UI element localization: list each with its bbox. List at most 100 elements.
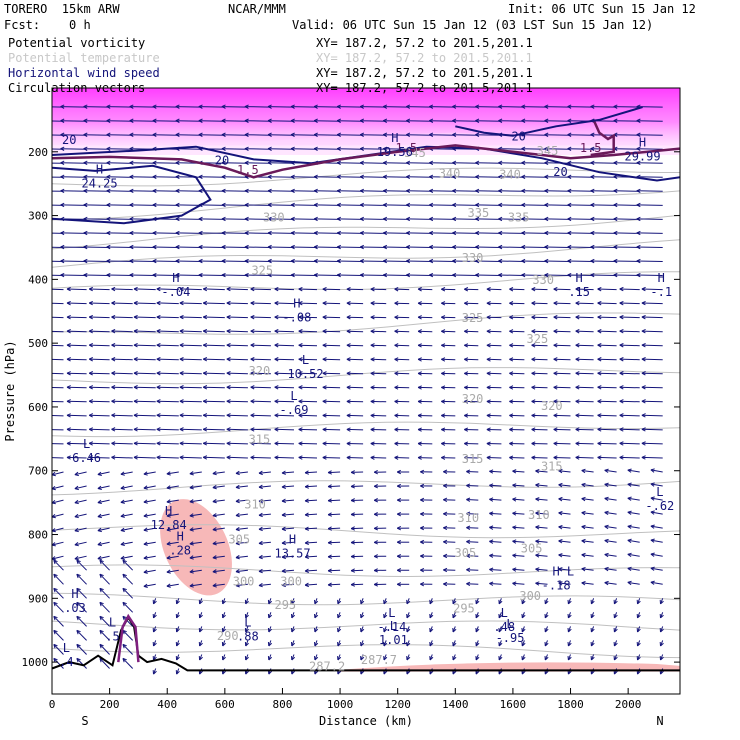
circulation-vector [298,358,318,361]
theta-label: 315 [249,432,271,446]
vector-arrowhead [152,613,157,619]
vector-arrowhead [38,133,42,137]
circulation-vector [581,470,594,473]
vector-arrowhead [636,258,641,264]
circulation-vector [133,414,156,417]
vector-arrowhead [244,244,249,250]
circulation-vector [314,148,341,150]
circulation-vector [521,190,548,192]
vector-arrowhead [406,258,411,264]
circulation-vector [489,484,502,487]
vector-arrowhead [133,357,138,362]
circulation-vector [250,358,271,361]
circulation-vector [175,204,202,206]
vector-arrowhead [350,582,355,587]
vector-arrowhead [221,174,226,180]
vector-arrowhead [129,272,134,278]
vector-arrowhead [66,413,71,418]
circulation-vector [553,330,571,333]
vector-arrowhead [336,174,342,180]
vector-arrowhead [202,385,208,390]
vector-arrowhead [590,188,595,194]
vector-arrowhead [244,146,249,151]
vector-arrowhead [581,567,586,572]
extremum-marker: L [388,606,395,620]
vector-arrowhead [129,132,134,137]
circulation-vector [111,414,133,417]
vector-arrowhead [235,498,240,504]
vector-arrowhead [226,413,231,418]
circulation-vector [298,330,318,333]
circulation-vector [60,204,87,206]
vector-arrowhead [198,244,203,250]
vector-arrowhead [83,230,88,236]
circulation-vector [52,148,64,150]
extremum-value: -.1 [650,285,672,299]
circulation-vector [74,555,87,560]
circulation-vector [486,372,502,375]
legend-circulation-vectors-xy: XY= 187.2, 57.2 to 201.5,201.1 [316,81,533,95]
vector-arrowhead [45,330,49,334]
vector-arrowhead [535,497,540,502]
circulation-vector [89,400,110,403]
isentrope [52,214,680,250]
circulation-vector [244,106,271,108]
vector-arrowhead [74,471,79,477]
circulation-vector [498,232,525,234]
circulation-vector [99,615,110,627]
circulation-vector [509,414,525,417]
vector-arrowhead [60,188,65,194]
circulation-vector [198,190,225,192]
vector-arrowhead [636,160,641,166]
vector-arrowhead [179,427,184,432]
vector-arrowhead [382,104,388,109]
vector-arrowhead [443,553,448,559]
vector-arrowhead [244,104,249,109]
vector-arrowhead [475,160,480,166]
vector-arrowhead [244,216,249,222]
pv-contour-1p5 [52,144,680,179]
vector-arrowhead [129,160,134,166]
vector-arrowhead [406,613,411,619]
vector-arrowhead [133,413,138,418]
circulation-vector [133,358,156,361]
circulation-vector [322,372,341,375]
circulation-vector [111,330,133,333]
circulation-vector [106,106,133,108]
circulation-vector [406,134,433,136]
vector-arrowhead [429,627,434,633]
vector-arrowhead [304,568,309,573]
legend-circulation-vectors: Circulation vectors [8,81,146,95]
vector-arrowhead [66,427,71,432]
vector-arrowhead [111,413,116,418]
circulation-vector [244,260,271,262]
circulation-vector [512,568,525,571]
vector-arrowhead [531,455,536,460]
vector-arrowhead [441,357,446,362]
vector-arrowhead [406,627,411,633]
isentrope [52,190,680,221]
circulation-vector [346,344,364,347]
vector-arrowhead [350,568,355,573]
vector-arrowhead [370,343,375,348]
vector-arrowhead [509,427,514,432]
vector-arrowhead [129,216,134,222]
vector-arrowhead [304,498,309,503]
vector-arrowhead [322,357,327,362]
vector-arrowhead [175,656,180,661]
circulation-vector [575,400,594,403]
vector-arrowhead [267,613,273,619]
vector-arrowhead [475,216,480,222]
vector-arrowhead [290,216,295,222]
vector-arrowhead [235,569,240,574]
vector-arrowhead [429,160,434,166]
vector-arrowhead [498,272,503,278]
circulation-vector [604,582,617,585]
vector-arrowhead [152,174,157,180]
vector-arrowhead [417,441,422,446]
circulation-vector [636,274,663,276]
circulation-vector [512,498,525,501]
vector-arrowhead [156,300,161,306]
vector-arrowhead [659,599,664,605]
vector-arrowhead [244,599,249,605]
